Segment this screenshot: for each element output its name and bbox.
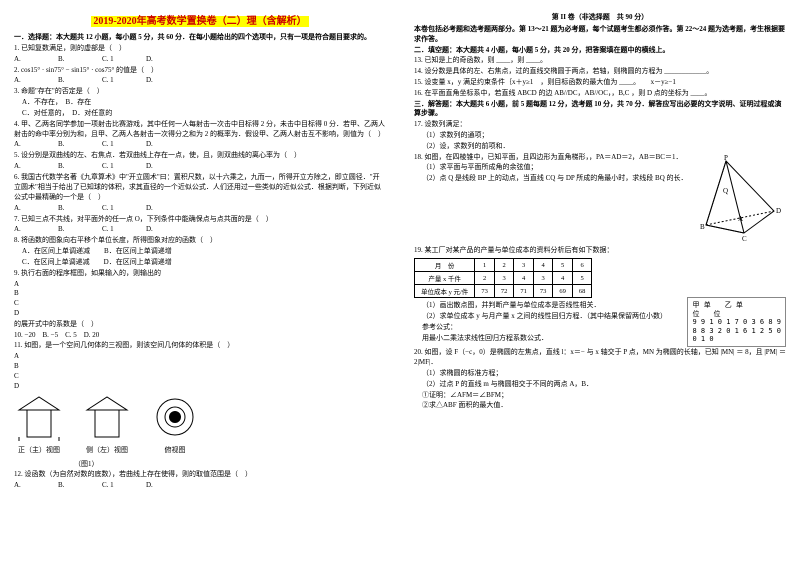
q3-cd: C．对任意的， D．对任意的: [22, 109, 386, 119]
opt-c: C. 1: [102, 204, 122, 212]
q17-1: （1）求数列的通项；: [422, 131, 786, 141]
q7-options: A. B. C. 1 D.: [14, 225, 386, 233]
q12-options: A. B. C. 1 D.: [14, 481, 386, 489]
svg-text:B: B: [700, 223, 705, 231]
doc-title: 2019-2020年高考数学置换卷（二）理（含解析）: [14, 12, 386, 27]
q7: 7. 已知三点不共线，对平面外的任一点 O，下列条件中能确保点与点共面的是（ ）: [14, 215, 386, 225]
q5-options: A. B. C. 1 D.: [14, 162, 386, 170]
table-row: 产量 x 千件234345: [415, 272, 592, 285]
opt-d: D.: [146, 76, 166, 84]
q16: 16. 在平面直角坐标系中，若直线 ABCD 的边 AB//DC，AB//OC，…: [414, 89, 786, 99]
q9-opts: ABCD: [14, 280, 386, 319]
front-view-icon: 正（主）视图: [14, 395, 64, 455]
q6-options: A. B. C. 1 D.: [14, 204, 386, 212]
svg-text:Q: Q: [723, 187, 728, 195]
opt-d: D.: [146, 140, 166, 148]
table-row: 单位成本 y 元/件737271736968: [415, 285, 592, 298]
q10: 的展开式中的系数是（ ）: [14, 320, 386, 330]
opt-b: B.: [58, 162, 78, 170]
q14: 14. 设分数是具体的左、右焦点，过的直线交椭圆于两点，若轴，则椭圆的方程为 _…: [414, 67, 786, 77]
q2-options: A. B. C. 1 D.: [14, 76, 386, 84]
pyramid-figure-icon: P Q B C D A: [696, 153, 786, 245]
opt-c: C. 1: [102, 140, 122, 148]
q20-2a: ①证明：∠AFM＝∠BFM；: [422, 391, 786, 401]
three-views: 正（主）视图 侧（左）视图 俯视图: [14, 395, 386, 455]
section-2-head: 二．填空题：本大题共 4 小题，每小题 5 分，共 20 分，把答案填在题中的横…: [414, 46, 786, 56]
opt-c: C. 1: [102, 76, 122, 84]
opt-d: D.: [146, 225, 166, 233]
title-text: 2019-2020年高考数学置换卷（二）理（含解析）: [91, 16, 308, 27]
svg-text:D: D: [776, 207, 781, 215]
table-row: 月 份123456: [415, 259, 592, 272]
part2-header: 第 II 卷（非选择题 共 90 分）: [414, 12, 786, 22]
q20-2: （2）过点 P 的直线 m 与椭圆相交于不同的两点 A，B．: [422, 380, 786, 390]
opt-b: B.: [58, 204, 78, 212]
opt-a: A.: [14, 55, 34, 63]
opt-b: B.: [58, 55, 78, 63]
side-view-icon: 侧（左）视图: [82, 395, 132, 455]
front-label: 正（主）视图: [14, 445, 64, 455]
q8: 8. 将函数的图象向右平移个单位长度，所得图象对应的函数（ ）: [14, 236, 386, 246]
q3-ab: A．不存在， B．存在: [22, 98, 386, 108]
q19: 19. 某工厂对某产品的产量与单位成本的资料分析后有如下数据：: [414, 246, 786, 256]
q6: 6. 我国古代数学名著《九章算术》中"开立圆术"曰：置积尺数，以十六乘之，九而一…: [14, 173, 386, 202]
q10-opts: 10. −20 B. −5 C. 5 D. 20: [14, 331, 386, 341]
q3: 3. 命题"存在"的否定是（ ）: [14, 87, 386, 97]
opt-c: C. 1: [102, 55, 122, 63]
opt-a: A.: [14, 225, 34, 233]
q12: 12. 设函数（为自然对数的底数），若曲线上存在使得，则的取值范围是（ ）: [14, 470, 386, 480]
q20-2b: ②求△ABF 面积的最大值．: [422, 401, 786, 411]
q4: 4. 甲、乙两名同学参加一项射击比赛游戏，其中任何一人每射击一次击中目标得 2 …: [14, 120, 386, 140]
svg-text:P: P: [724, 154, 728, 162]
q2: 2. cos15° · sin75° − sin15° · cos75° 的值是…: [14, 66, 386, 76]
q15: 15. 设变量 x，y 满足约束条件｛x＋y≥1 ，则目标函数的最大值为 ___…: [414, 78, 786, 88]
opt-d: D.: [146, 55, 166, 63]
section-3-head: 三．解答题：本大题共 6 小题，前 5 题每题 12 分，选考题 10 分，共 …: [414, 100, 786, 120]
fig1-label: （图1）: [74, 459, 386, 469]
q1-options: A. B. C. 1 D.: [14, 55, 386, 63]
opt-a: A.: [14, 204, 34, 212]
stem-leaf-icon: 甲 单 乙 单 位 位 9 9 1 0 1 7 0 3 6 8 9 8 8 3 …: [687, 297, 786, 347]
q8-ab: A．在区间上单调递减 B．在区间上单调递增: [22, 247, 386, 257]
opt-b: B.: [58, 76, 78, 84]
part2-intro: 本卷包括必考题和选考题两部分。第 13～21 题为必考题，每个试题考生都必须作答…: [414, 25, 786, 45]
opt-b: B.: [58, 481, 78, 489]
q20-1: （1）求椭圆的标准方程；: [422, 369, 786, 379]
opt-d: D.: [146, 481, 166, 489]
opt-d: D.: [146, 162, 166, 170]
opt-c: C. 1: [102, 481, 122, 489]
top-view-icon: 俯视图: [150, 395, 200, 455]
opt-a: A.: [14, 76, 34, 84]
section-1-head: 一．选择题：本大题共 12 小题，每小题 5 分，共 60 分．在每小题给出的四…: [14, 33, 386, 43]
opt-b: B.: [58, 140, 78, 148]
opt-a: A.: [14, 481, 34, 489]
q5: 5. 设分别是双曲线的左、右焦点．若双曲线上存在一点，使，且，则双曲线的离心率为…: [14, 151, 386, 161]
q8-cd: C．在区间上单调递减 D．在区间上单调递增: [22, 258, 386, 268]
q11: 11. 如图，是一个空间几何体的三视图，则该空间几何体的体积是（ ）: [14, 341, 386, 351]
opt-b: B.: [58, 225, 78, 233]
data-table: 月 份123456 产量 x 千件234345 单位成本 y 元/件737271…: [414, 258, 592, 298]
side-label: 侧（左）视图: [82, 445, 132, 455]
q17-2: （2）设，求数列的前项和．: [422, 142, 786, 152]
opt-c: C. 1: [102, 162, 122, 170]
q4-options: A. B. C. 1 D.: [14, 140, 386, 148]
opt-c: C. 1: [102, 225, 122, 233]
svg-text:C: C: [742, 235, 747, 243]
top-label: 俯视图: [150, 445, 200, 455]
q1: 1. 已知复数满足，则的虚部是（ ）: [14, 44, 386, 54]
page-left: 2019-2020年高考数学置换卷（二）理（含解析） 一．选择题：本大题共 12…: [0, 0, 400, 566]
q9: 9. 执行右面的程序框图，如果输入的，则输出的: [14, 269, 386, 279]
q11-opts: ABCD: [14, 352, 386, 391]
q13: 13. 已知是上的奇函数，则 ____，则 ____。: [414, 56, 786, 66]
q17: 17. 设数列满足：: [414, 120, 786, 130]
opt-a: A.: [14, 140, 34, 148]
q20: 20. 如图，设 F（−c，0）是椭圆的左焦点，直线 l：x＝− 与 x 轴交于…: [414, 348, 786, 368]
opt-a: A.: [14, 162, 34, 170]
opt-d: D.: [146, 204, 166, 212]
page-right: 第 II 卷（非选择题 共 90 分） 本卷包括必考题和选考题两部分。第 13～…: [400, 0, 800, 566]
svg-text:A: A: [738, 215, 743, 223]
